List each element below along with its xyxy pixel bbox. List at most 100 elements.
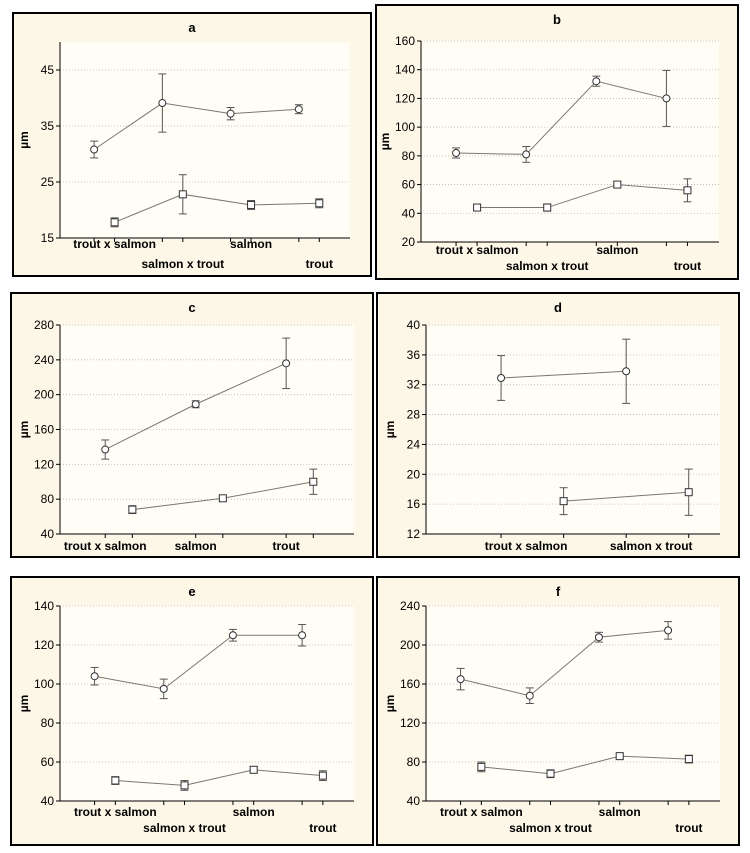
y-tick-label: 32 (407, 378, 421, 392)
data-point (228, 631, 237, 640)
x-tick-label: trout x salmon (74, 805, 157, 819)
x-tick-label: salmon x trout (610, 539, 693, 553)
data-point (178, 190, 187, 199)
y-tick-label: 20 (407, 467, 421, 481)
data-point (664, 626, 673, 635)
x-tick-label: salmon x trout (506, 259, 589, 273)
plot-area (426, 606, 720, 801)
y-tick-label: 240 (400, 599, 420, 613)
y-tick-label: 60 (402, 178, 416, 192)
y-tick-label: 80 (407, 755, 421, 769)
data-point (592, 77, 601, 86)
y-tick-label: 45 (41, 63, 55, 77)
y-tick-label: 140 (34, 599, 54, 613)
data-point (525, 691, 534, 700)
chart-title: b (553, 12, 561, 27)
series-2 (473, 178, 692, 212)
series-1 (90, 73, 303, 159)
data-point (309, 477, 318, 486)
data-point (473, 203, 482, 212)
y-tick-label: 40 (407, 318, 421, 332)
data-point (218, 494, 227, 503)
data-point (90, 672, 99, 681)
panel-b: 20 40 60 80 100 120 140 160 trout x salmon salmon… (375, 4, 739, 280)
x-tick-label: trout (272, 539, 299, 553)
series-1 (497, 338, 631, 404)
y-tick-label: 160 (400, 677, 420, 691)
y-tick-label: 28 (407, 408, 421, 422)
chart-title: a (188, 20, 196, 35)
data-point (452, 148, 461, 157)
x-tick-label: trout (674, 259, 701, 273)
series-line (477, 184, 688, 209)
y-tick-label: 24 (407, 437, 421, 451)
series-line (114, 193, 320, 223)
series-line (563, 491, 689, 502)
x-tick-label: salmon (230, 237, 272, 251)
y-tick-label: 80 (402, 149, 416, 163)
series-line (501, 370, 627, 379)
chart-a: 15 25 35 45 trout x salmon salmon x trout salm… (12, 12, 372, 277)
data-point (615, 752, 624, 761)
data-point (294, 105, 303, 114)
y-tick-label: 240 (34, 353, 54, 367)
panel-d: 12 16 20 24 28 32 36 40 trout x salmon salmon x t… (376, 292, 740, 558)
data-point (249, 765, 258, 774)
chart-d: 12 16 20 24 28 32 36 40 trout x salmon salmon x t… (376, 292, 740, 558)
y-axis-label: µm (17, 695, 31, 713)
y-axis-label: µm (383, 695, 397, 713)
y-tick-label: 80 (41, 492, 55, 506)
data-point (622, 367, 631, 376)
series-2 (111, 765, 327, 791)
series-1 (90, 624, 307, 700)
data-point (683, 186, 692, 195)
data-point (159, 684, 168, 693)
y-tick-label: 100 (395, 120, 415, 134)
y-tick-label: 140 (395, 63, 415, 77)
data-point (247, 200, 256, 209)
y-tick-label: 100 (34, 677, 54, 691)
y-tick-label: 120 (34, 638, 54, 652)
panel-e: 40 60 80 100 120 140 trout x salmon salmon x tr… (10, 576, 374, 846)
chart-title: f (556, 584, 561, 599)
y-axis-label: µm (17, 131, 31, 149)
series-2 (477, 752, 693, 779)
data-point (497, 373, 506, 382)
chart-title: e (188, 584, 195, 599)
chart-f: 40 80 120 160 200 240 trout x salmon salmon x t… (376, 576, 740, 846)
y-tick-label: 120 (395, 91, 415, 105)
plot-area (60, 606, 354, 801)
y-tick-label: 25 (41, 175, 55, 189)
data-point (111, 776, 120, 785)
plot-area (426, 325, 720, 534)
x-tick-label: salmon (175, 539, 217, 553)
y-tick-label: 15 (41, 231, 55, 245)
x-tick-label: trout (306, 257, 333, 271)
y-tick-label: 40 (402, 206, 416, 220)
data-point (128, 505, 137, 514)
chart-c: 40 80 120 160 200 240 280 trout x salmon salmon t… (10, 292, 374, 558)
data-point (226, 109, 235, 118)
chart-title: c (188, 300, 195, 315)
series-line (94, 634, 303, 690)
series-1 (452, 69, 671, 163)
series-2 (559, 468, 693, 516)
data-point (315, 199, 324, 208)
y-tick-label: 40 (407, 794, 421, 808)
series-line (481, 755, 689, 775)
x-tick-label: trout (309, 821, 336, 835)
x-tick-label: salmon (599, 805, 641, 819)
y-tick-label: 35 (41, 119, 55, 133)
series-2 (110, 174, 324, 228)
data-point (684, 755, 693, 764)
data-point (298, 631, 307, 640)
chart-title: d (554, 300, 562, 315)
y-tick-label: 200 (400, 638, 420, 652)
y-tick-label: 40 (41, 794, 55, 808)
data-point (522, 150, 531, 159)
data-point (191, 400, 200, 409)
data-point (662, 94, 671, 103)
y-tick-label: 120 (34, 457, 54, 471)
y-tick-label: 36 (407, 348, 421, 362)
x-tick-label: trout x salmon (64, 539, 147, 553)
